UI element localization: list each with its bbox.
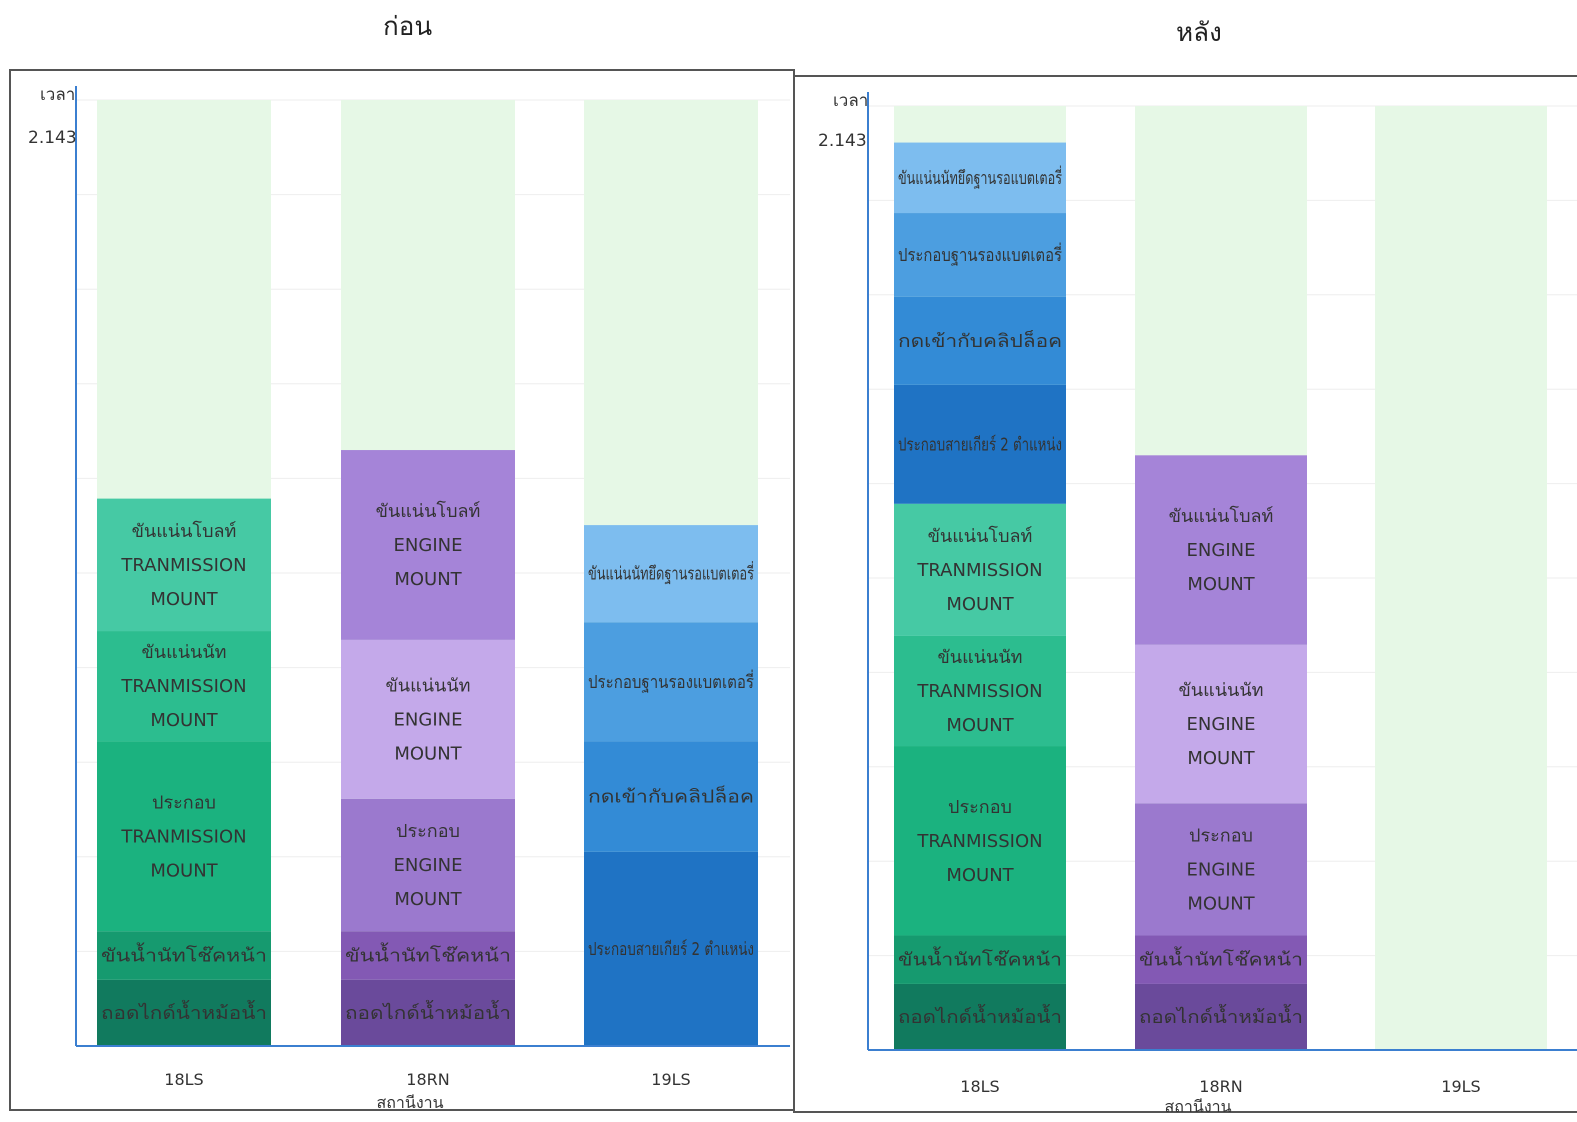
bar-segment-label: ขันแน่นโบลท์ TRANMISSION MOUNT	[916, 525, 1042, 615]
bar-segment	[97, 979, 271, 1046]
y-axis-label: เวลา	[40, 85, 75, 105]
bar-segment-label: ขันแน่นนัท ENGINE MOUNT	[386, 675, 471, 764]
panel-title-before: ก่อน	[383, 12, 433, 42]
x-tick-label: 18RN	[1199, 1077, 1242, 1096]
bar-segment	[894, 635, 1066, 747]
bar-segment-label: ประกอบ ENGINE MOUNT	[394, 821, 463, 910]
bar-segment	[584, 851, 758, 1046]
bar-segment	[1135, 935, 1307, 984]
y-axis-label: เวลา	[833, 91, 868, 111]
bar-segment	[584, 525, 758, 623]
bar-segment-label: ขันแน่นโบลท์ ENGINE MOUNT	[1169, 505, 1274, 595]
capacity-column	[1375, 106, 1547, 1050]
reference-value-label: 2.143	[28, 128, 77, 148]
bar-segment	[341, 798, 515, 932]
bar-segment-label: ขันแน่นโบลท์ TRANMISSION MOUNT	[120, 520, 246, 610]
bar-segment	[894, 213, 1066, 297]
x-axis-label: สถานีงาน	[376, 1093, 443, 1112]
bar-segment-label: กดเข้ากับคลิปล็อค	[588, 785, 754, 808]
bar-segment-label: ถอดไกด์น้ำหม้อน้ำ	[101, 1000, 267, 1024]
panel-title-after: หลัง	[1176, 18, 1222, 48]
bar-segment	[341, 979, 515, 1046]
bar-segment-label: ประกอบ TRANMISSION MOUNT	[120, 792, 246, 881]
bar-segment	[97, 931, 271, 980]
bar-segment-label: ประกอบฐานรองแบตเตอรี่	[588, 669, 754, 693]
reference-value-label: 2.143	[818, 131, 867, 151]
chart-panel-after: ถอดไกด์น้ำหม้อน้ำ ขันน้ำนัทโช๊คหน้า ประกอบ…	[818, 91, 1577, 1116]
bar-segment	[1135, 983, 1307, 1050]
x-tick-label: 19LS	[1441, 1077, 1480, 1096]
x-tick-label: 18LS	[960, 1077, 999, 1096]
bar-segment	[341, 450, 515, 640]
bar-segment	[894, 142, 1066, 214]
bar-segment	[894, 746, 1066, 936]
bar-segment-label: ประกอบฐานรองแบตเตอรี่	[898, 242, 1062, 266]
bar-segment-label: ขันแน่นนัทยึดฐานรอแบตเตอรี่	[588, 561, 754, 585]
bar-segment-label: ขันน้ำนัทโช๊คหน้า	[898, 947, 1062, 971]
bar-segment	[341, 639, 515, 799]
panel-frame-after	[793, 75, 1577, 1113]
bar-segment	[894, 296, 1066, 385]
bar-segment	[894, 384, 1066, 504]
bar-segment	[1135, 803, 1307, 936]
bar-segment-label: กดเข้ากับคลิปล็อค	[898, 329, 1062, 352]
bar-segment-label: ขันน้ำนัทโช๊คหน้า	[1139, 947, 1303, 971]
bar-segment-label: ประกอบ ENGINE MOUNT	[1187, 825, 1256, 914]
bar-segment	[894, 935, 1066, 984]
bar-segment-label: ขันแน่นนัท ENGINE MOUNT	[1179, 680, 1264, 769]
x-tick-label: 18RN	[406, 1070, 449, 1089]
bar-segment-label: ขันแน่นโบลท์ ENGINE MOUNT	[376, 500, 481, 590]
x-tick-label: 18LS	[164, 1070, 203, 1089]
bar-segment-label: ประกอบสายเกียร์ 2 ตำแหน่ง	[898, 434, 1062, 455]
bar-segment	[584, 622, 758, 742]
x-tick-label: 19LS	[651, 1070, 690, 1089]
bar-segment-label: ถอดไกด์น้ำหม้อน้ำ	[345, 1000, 511, 1024]
bar-segment-label: ขันน้ำนัทโช๊คหน้า	[101, 943, 267, 967]
bar-segment	[97, 498, 271, 632]
bar-segment-label: ถอดไกด์น้ำหม้อน้ำ	[898, 1004, 1062, 1028]
bar-segment-label: ขันแน่นนัท TRANMISSION MOUNT	[120, 642, 246, 731]
chart-panel-before: ถอดไกด์น้ำหม้อน้ำ ขันน้ำนัทโช๊คหน้า ประกอบ…	[28, 85, 790, 1112]
bar-segment-label: ขันแน่นนัทยึดฐานรอแบตเตอรี่	[898, 165, 1062, 189]
bar-segment	[584, 741, 758, 852]
bar-segment	[97, 631, 271, 742]
bar-segment	[1135, 455, 1307, 645]
x-axis-label: สถานีงาน	[1164, 1097, 1231, 1116]
bar-segment-label: ขันแน่นนัท TRANMISSION MOUNT	[916, 647, 1042, 736]
bar-segment	[1135, 644, 1307, 804]
bar-segment-label: ประกอบสายเกียร์ 2 ตำแหน่ง	[588, 939, 754, 960]
bar-segment	[894, 983, 1066, 1050]
bar-segment	[894, 503, 1066, 636]
bar-segment-label: ถอดไกด์น้ำหม้อน้ำ	[1139, 1004, 1303, 1028]
bar-segment	[97, 741, 271, 932]
bar-segment-label: ประกอบ TRANMISSION MOUNT	[916, 797, 1042, 886]
bar-segment-label: ขันน้ำนัทโช๊คหน้า	[345, 943, 511, 967]
bar-segment	[341, 931, 515, 980]
